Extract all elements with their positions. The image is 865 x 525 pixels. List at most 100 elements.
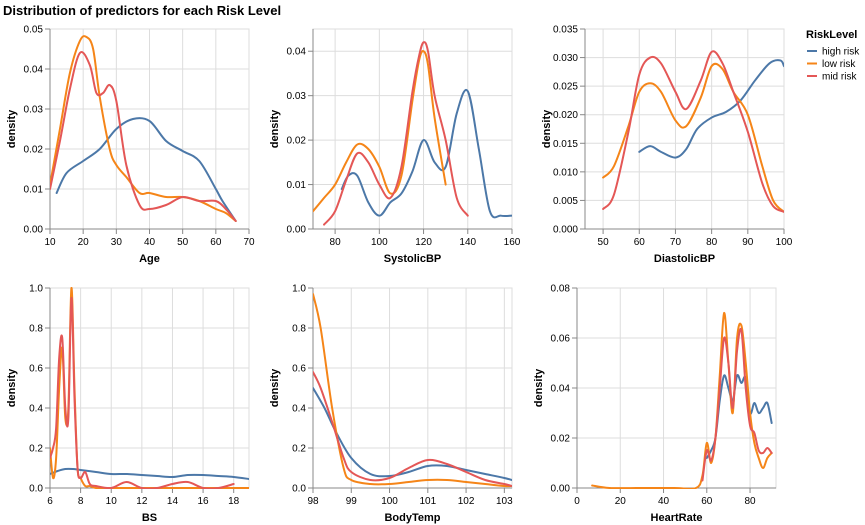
series-line-mid-risk (50, 296, 235, 489)
series-group (313, 41, 512, 226)
y-tick-label: 0.010 (553, 167, 578, 178)
y-axis-title: density (541, 109, 553, 148)
panel-heartrate: 0 20 40 60 80 0.00 0.02 0.04 0.06 0.08 HeartRate de… (533, 284, 777, 524)
y-tick-label: 0.04 (24, 65, 44, 76)
x-tick-label: 140 (459, 237, 476, 248)
y-axis-title: density (6, 368, 18, 407)
y-tick-label: 0.2 (29, 444, 43, 455)
x-tick-label: 120 (415, 237, 432, 248)
panel-diastolicbp: 50 60 70 80 90 100 0.000 0.005 0.010 0.015 0.020 0.… (541, 25, 793, 266)
series-line-low-risk (313, 50, 447, 213)
legend-label-high-risk: high risk (822, 47, 860, 58)
x-tick-label: 6 (47, 496, 53, 507)
x-tick-label: 10 (106, 496, 118, 507)
x-tick-label: 100 (371, 237, 388, 248)
x-axis-title: SystolicBP (384, 253, 441, 265)
x-tick-label: 160 (504, 237, 521, 248)
y-tick-label: 0.02 (24, 145, 44, 156)
x-axis-title: DiastolicBP (654, 253, 715, 265)
y-tick-label: 0.015 (553, 139, 578, 150)
x-axis-title: BS (142, 512, 157, 524)
y-tick-label: 0.00 (287, 225, 307, 236)
y-tick-label: 0.4 (29, 404, 43, 415)
y-tick-label: 0.04 (287, 47, 307, 58)
plot-frame (49, 287, 250, 489)
y-tick-label: 0.01 (24, 185, 44, 196)
series-line-high-risk (638, 59, 784, 159)
y-tick-label: 0.4 (292, 404, 306, 415)
x-tick-label: 8 (78, 496, 84, 507)
y-tick-label: 0.05 (24, 25, 44, 36)
y-tick-label: 0.005 (553, 196, 578, 207)
plot-frame (312, 28, 513, 230)
series-line-high-risk (55, 117, 237, 222)
legend-title: RiskLevel (806, 29, 857, 41)
series-line-mid-risk (323, 41, 469, 226)
series-group (50, 35, 237, 222)
y-tick-label: 0.030 (553, 53, 578, 64)
x-tick-label: 20 (615, 496, 627, 507)
series-group (313, 293, 512, 488)
x-tick-label: 99 (346, 496, 358, 507)
y-tick-label: 0.035 (553, 25, 578, 36)
y-axis-title: density (269, 109, 281, 148)
x-tick-label: 80 (330, 237, 342, 248)
x-tick-label: 16 (198, 496, 210, 507)
y-tick-label: 0.08 (551, 284, 571, 295)
panel-bodytemp: 98 99 100 101 102 103 0.0 0.2 0.4 0.6 0.8 1.0 BodyTe… (269, 284, 513, 525)
y-tick-label: 0.03 (287, 91, 307, 102)
x-tick-label: 12 (136, 496, 148, 507)
y-axis-title: density (6, 109, 18, 148)
y-tick-label: 0.0 (29, 484, 43, 495)
x-tick-label: 100 (381, 496, 398, 507)
x-tick-label: 14 (167, 496, 179, 507)
x-axis-title: HeartRate (651, 512, 703, 524)
y-tick-label: 0.02 (287, 136, 307, 147)
y-tick-label: 0.02 (551, 434, 571, 445)
y-tick-label: 0.025 (553, 82, 578, 93)
x-tick-label: 10 (44, 237, 56, 248)
x-tick-label: 20 (78, 237, 90, 248)
panel-age: 10 20 30 40 50 60 70 0.00 0.01 0.02 0.03 0.04 0.05 Ag… (6, 25, 255, 266)
x-tick-label: 60 (701, 496, 713, 507)
x-tick-label: 103 (496, 496, 513, 507)
series-line-high-risk (340, 88, 512, 219)
panel-bs: 6 8 10 12 14 16 18 0.0 0.2 0.4 0.6 0.8 1.0 BS density (6, 284, 250, 524)
y-tick-label: 0.00 (551, 484, 571, 495)
x-tick-label: 50 (177, 237, 189, 248)
chart-title: Distribution of predictors for each Risk… (3, 3, 281, 18)
y-tick-label: 1.0 (292, 284, 306, 295)
y-tick-label: 0.6 (292, 364, 306, 375)
panels-layer: 10 20 30 40 50 60 700.000.010.020.030.040.05Ag… (6, 25, 793, 525)
y-tick-label: 0.8 (29, 324, 43, 335)
series-line-mid-risk (313, 371, 512, 487)
x-axis-title: BodyTemp (384, 512, 440, 524)
series-line-low-risk (50, 35, 237, 222)
x-tick-label: 102 (458, 496, 475, 507)
series-line-low-risk (602, 62, 784, 213)
y-tick-label: 0.8 (292, 324, 306, 335)
y-tick-label: 0.01 (287, 180, 307, 191)
series-line-mid-risk (602, 50, 784, 213)
series-group (591, 311, 773, 489)
y-axis-title: density (269, 368, 281, 407)
series-line-low-risk (313, 293, 512, 488)
x-tick-label: 30 (111, 237, 123, 248)
y-axis-title: density (533, 368, 545, 407)
x-tick-label: 70 (243, 237, 255, 248)
plot-frame (584, 28, 785, 230)
x-tick-label: 50 (598, 237, 610, 248)
x-tick-label: 90 (742, 237, 754, 248)
y-tick-label: 0.04 (551, 384, 571, 395)
series-line-high-risk (50, 467, 249, 480)
panel-systolicbp: 80 100 120 140 160 0.00 0.01 0.02 0.03 0.04 Systol… (269, 28, 521, 265)
series-group (50, 287, 249, 489)
x-tick-label: 60 (634, 237, 646, 248)
x-tick-label: 0 (574, 496, 580, 507)
y-tick-label: 0.2 (292, 444, 306, 455)
x-tick-label: 100 (776, 237, 793, 248)
x-tick-label: 70 (670, 237, 682, 248)
x-tick-label: 18 (228, 496, 240, 507)
y-tick-label: 0.020 (553, 110, 578, 121)
